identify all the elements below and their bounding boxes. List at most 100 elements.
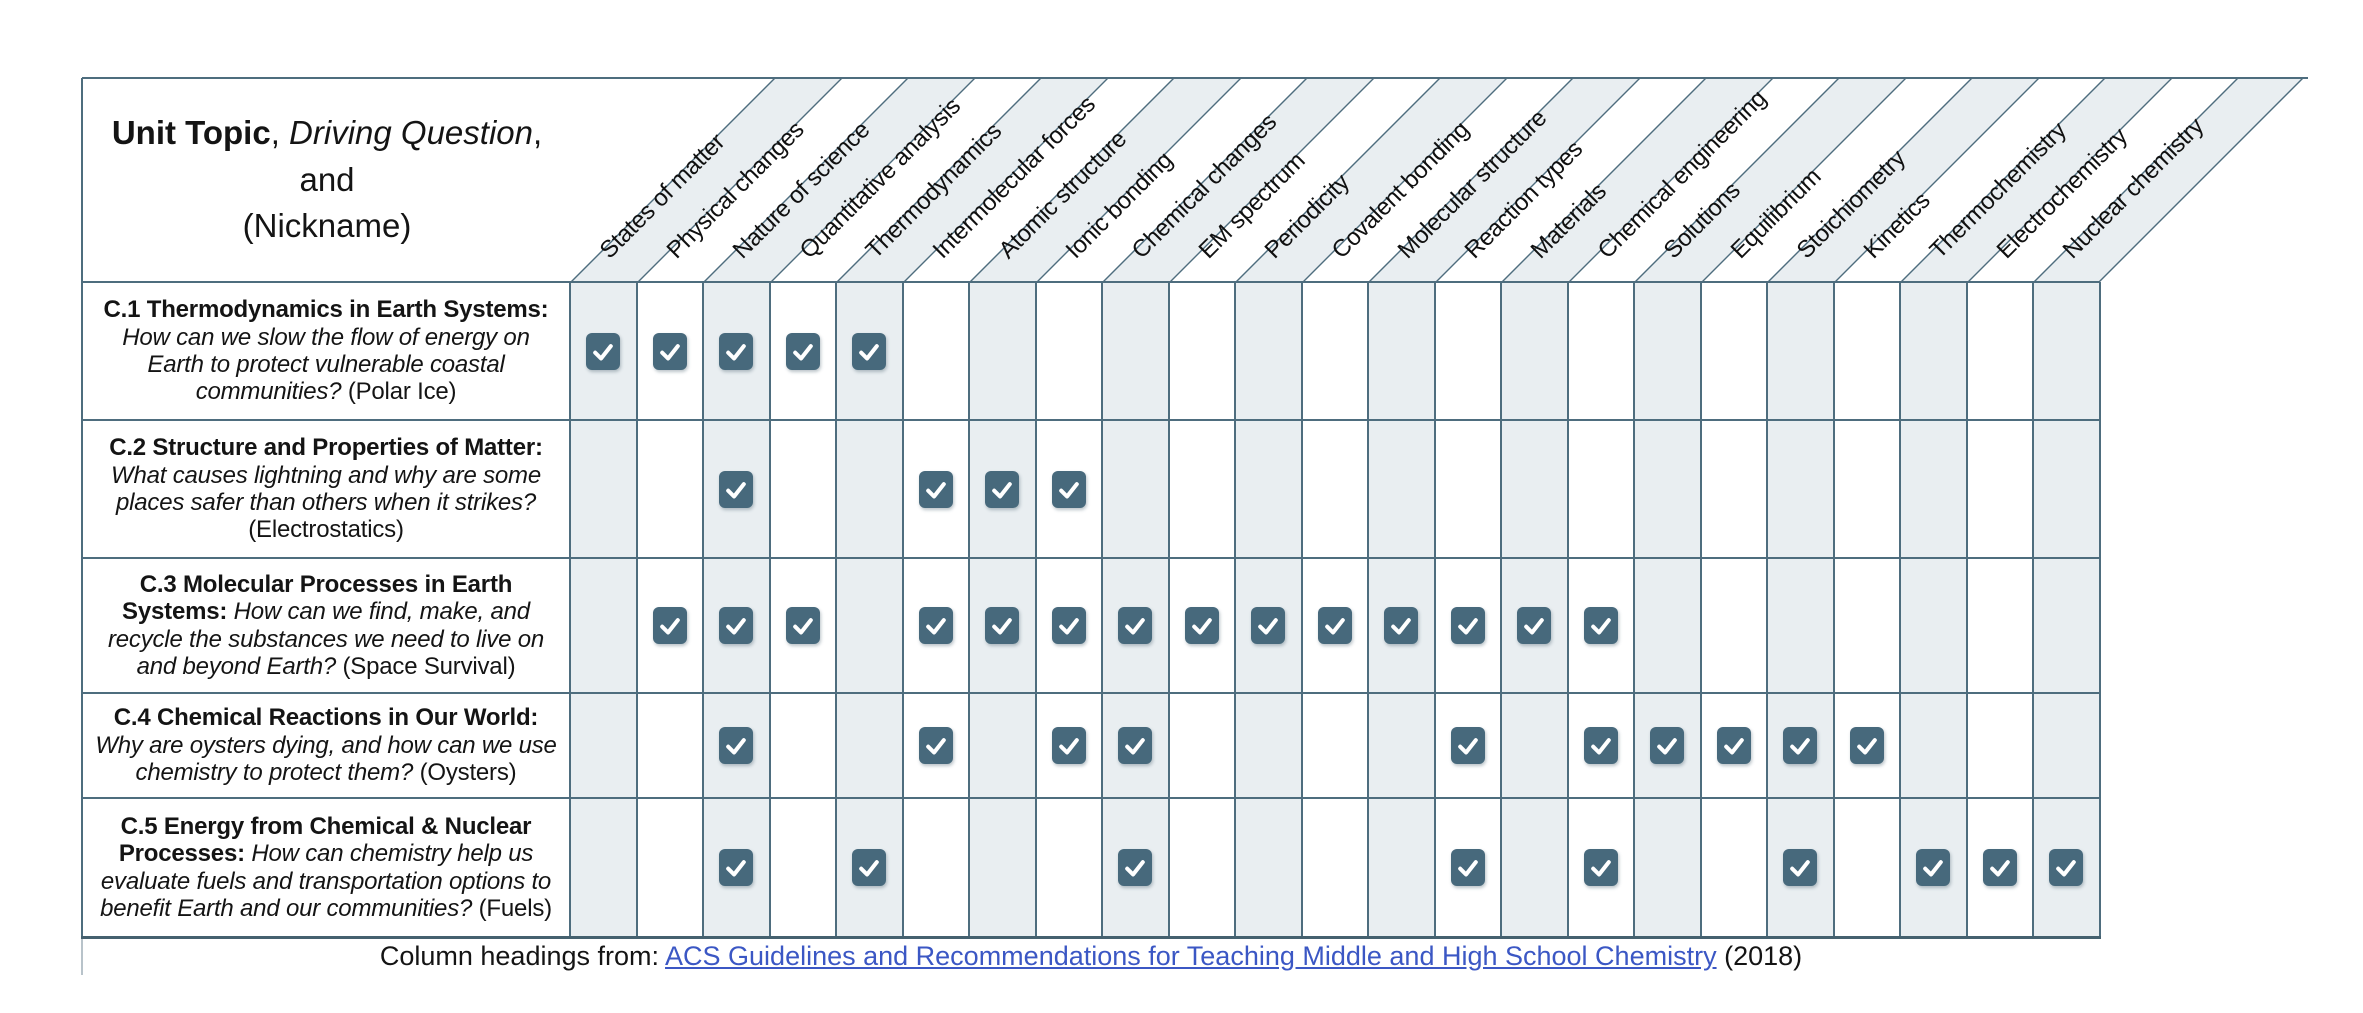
checkmark-icon: [1591, 617, 1611, 635]
grid-line: [1899, 282, 1901, 937]
checkmark-icon: [1059, 617, 1079, 635]
checkbox[interactable]: [1451, 727, 1485, 764]
unit-row-text: C.4 Chemical Reactions in Our World: Why…: [93, 704, 559, 786]
checkbox[interactable]: [985, 471, 1019, 508]
checkbox[interactable]: [1850, 727, 1884, 764]
grid-column-shade: [1634, 282, 1701, 937]
table-left-border: [81, 78, 83, 937]
checkmark-icon: [1458, 737, 1478, 755]
grid-line: [768, 282, 771, 937]
checkbox[interactable]: [586, 333, 620, 370]
unit-topic-header-text: Unit Topic, Driving Question, and (Nickn…: [84, 110, 570, 251]
checkbox[interactable]: [653, 333, 687, 370]
checkbox[interactable]: [1783, 727, 1817, 764]
checkbox[interactable]: [719, 607, 753, 644]
driving-question-label: Driving Question: [289, 113, 533, 151]
unit-title: C.2 Structure and Properties of Matter:: [109, 434, 543, 462]
driving-question: What causes lightning and why are some p…: [111, 461, 541, 516]
checkmark-icon: [1391, 617, 1411, 635]
checkbox[interactable]: [1052, 607, 1086, 644]
checkmark-icon: [1125, 737, 1145, 755]
checkbox[interactable]: [1983, 849, 2017, 886]
checkbox[interactable]: [1517, 607, 1551, 644]
checkbox[interactable]: [1717, 727, 1751, 764]
grid-line: [1167, 282, 1170, 937]
unit-nickname: (Oysters): [419, 759, 517, 787]
checkmark-icon: [1657, 737, 1677, 755]
checkmark-icon: [793, 617, 813, 635]
unit-title: C.1 Thermodynamics in Earth Systems:: [103, 296, 549, 324]
grid-line: [1633, 282, 1635, 937]
table-bottom-border: [81, 936, 2101, 939]
checkbox[interactable]: [852, 849, 886, 886]
unit-row-cell: C.3 Molecular Processes in Earth Systems…: [84, 560, 568, 691]
checkmark-icon: [1724, 737, 1744, 755]
checkbox[interactable]: [1052, 727, 1086, 764]
grid-line: [1034, 282, 1037, 937]
grid-line: [835, 282, 837, 937]
checkmark-icon: [1125, 617, 1145, 635]
checkbox[interactable]: [653, 607, 687, 644]
grid-line: [1367, 282, 1369, 937]
row-separator: [82, 419, 2100, 421]
grid-column-shade: [1767, 282, 1834, 937]
checkmark-icon: [726, 859, 746, 877]
checkbox[interactable]: [1384, 607, 1418, 644]
checkbox[interactable]: [985, 607, 1019, 644]
checkmark-icon: [1059, 481, 1079, 499]
grid-column-shade: [570, 282, 637, 937]
checkbox[interactable]: [719, 333, 753, 370]
checkbox[interactable]: [919, 471, 953, 508]
checkbox[interactable]: [719, 727, 753, 764]
checkbox[interactable]: [1118, 727, 1152, 764]
grid-line: [1500, 282, 1502, 937]
checkbox[interactable]: [1584, 607, 1618, 644]
checkbox[interactable]: [1251, 607, 1285, 644]
checkbox[interactable]: [1185, 607, 1219, 644]
checkbox[interactable]: [1318, 607, 1352, 644]
caption-suffix: (2018): [1716, 941, 1803, 971]
checkbox[interactable]: [786, 333, 820, 370]
grid-line: [1965, 282, 1968, 937]
checkbox[interactable]: [1118, 607, 1152, 644]
checkbox[interactable]: [919, 607, 953, 644]
checkmark-icon: [1458, 617, 1478, 635]
driving-question: How can we find, make, and recycle the s…: [107, 598, 545, 680]
checkmark-icon: [859, 859, 879, 877]
checkmark-icon: [1923, 859, 1943, 877]
checkbox[interactable]: [1584, 727, 1618, 764]
unit-row-text: C.2 Structure and Properties of Matter: …: [93, 434, 559, 543]
grid-column-shade: [2033, 282, 2100, 937]
checkbox[interactable]: [919, 727, 953, 764]
unit-title: C.3 Molecular Processes in Earth Systems…: [122, 570, 513, 626]
grid-line: [1433, 282, 1436, 937]
acs-guidelines-link[interactable]: ACS Guidelines and Recommendations for T…: [665, 941, 1717, 971]
checkmark-icon: [1591, 737, 1611, 755]
checkmark-icon: [926, 617, 946, 635]
grid-line: [1766, 282, 1768, 937]
checkbox[interactable]: [1650, 727, 1684, 764]
checkbox[interactable]: [719, 849, 753, 886]
checkmark-icon: [1125, 859, 1145, 877]
table-top-border: [82, 77, 2308, 79]
checkbox[interactable]: [719, 471, 753, 508]
checkbox[interactable]: [852, 333, 886, 370]
checkbox[interactable]: [1916, 849, 1950, 886]
checkbox[interactable]: [1451, 849, 1485, 886]
checkbox[interactable]: [1584, 849, 1618, 886]
checkbox[interactable]: [2049, 849, 2083, 886]
checkmark-icon: [1790, 859, 1810, 877]
checkbox[interactable]: [1052, 471, 1086, 508]
checkmark-icon: [1258, 617, 1278, 635]
unit-nickname: (Fuels): [478, 894, 552, 922]
checkmark-icon: [726, 737, 746, 755]
checkmark-icon: [1192, 617, 1212, 635]
unit-nickname: (Electrostatics): [248, 516, 404, 544]
checkbox[interactable]: [1451, 607, 1485, 644]
checkbox[interactable]: [1118, 849, 1152, 886]
checkbox[interactable]: [1783, 849, 1817, 886]
unit-row-cell: C.4 Chemical Reactions in Our World: Why…: [84, 695, 568, 796]
unit-row-cell: C.5 Energy from Chemical & Nuclear Proce…: [84, 800, 568, 935]
checkbox[interactable]: [786, 607, 820, 644]
